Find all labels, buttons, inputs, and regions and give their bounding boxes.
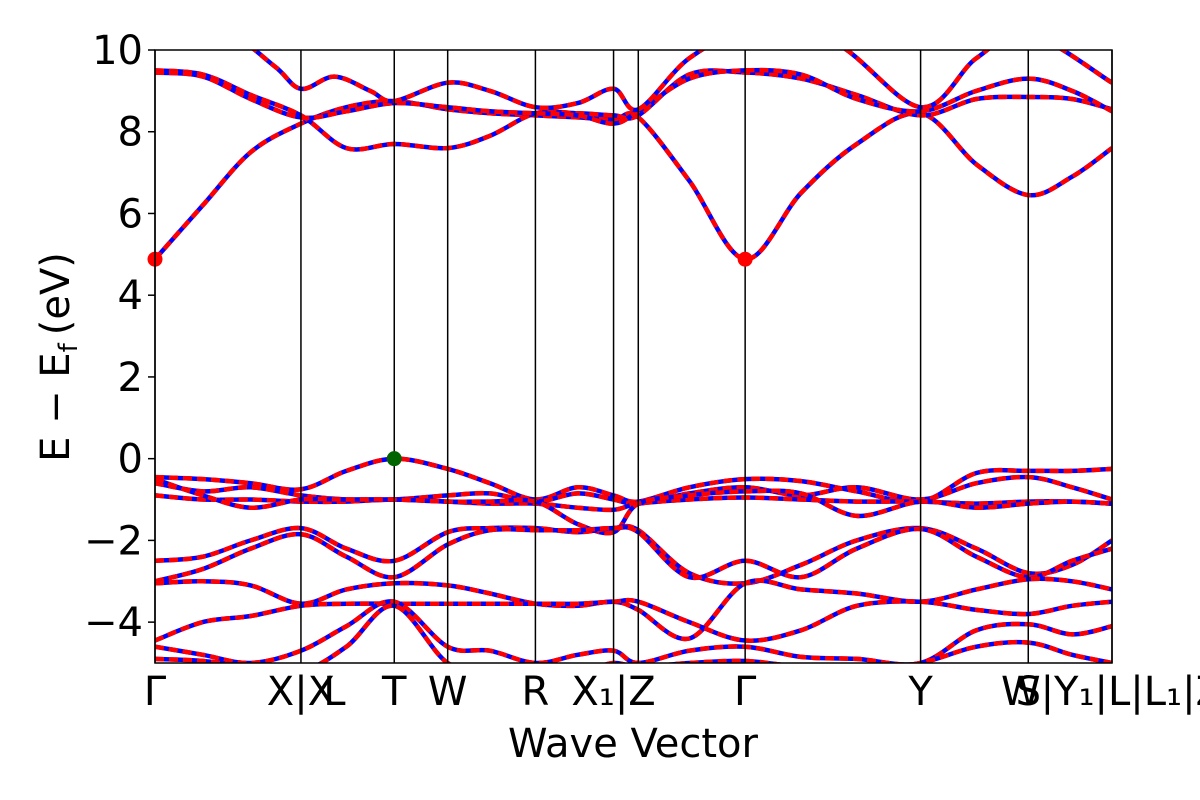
y-axis-label-sub: f [54, 342, 84, 352]
x-tick-label-4: W [428, 669, 468, 715]
x-tick-label-1: X|X [267, 669, 335, 715]
vbm-marker-2 [386, 451, 402, 467]
band-line-9-spin-up [155, 525, 1112, 584]
x-tick-label-7: Γ [734, 669, 757, 715]
y-tick-label-2: 6 [118, 191, 143, 237]
x-tick-label-3: T [381, 669, 407, 715]
y-axis-label-unit: (eV) [33, 252, 79, 335]
x-tick-label-5: R [522, 669, 550, 715]
x-tick-label-6: X₁|Z [571, 669, 655, 715]
y-axis-label-main: E − E [33, 352, 79, 462]
y-tick-label-5: 0 [118, 437, 143, 483]
x-tick-label-9: S [1016, 669, 1041, 715]
x-tick-label-10: W|Y₁|L|L₁|Z [1001, 669, 1200, 715]
x-tick-label-0: Γ [144, 669, 167, 715]
y-tick-label-6: −2 [84, 518, 143, 564]
plot-frame [154, 49, 1113, 664]
band-line-4-spin-up [155, 456, 1112, 505]
cbm-marker-1 [737, 251, 753, 267]
plot-area-background [155, 50, 1112, 663]
y-tick-label-0: 10 [92, 28, 143, 74]
x-tick-label-2: L [323, 669, 346, 715]
band-line-3-spin-up [251, 50, 1112, 113]
y-axis-label: E − Ef (eV) [33, 252, 84, 462]
band-line-6-spin-up [155, 493, 1112, 513]
band-line-1-spin-up [155, 68, 1112, 152]
y-tick-label-1: 8 [118, 110, 143, 156]
x-axis-label: Wave Vector [508, 721, 759, 767]
y-axis-ticks: 10 8 6 4 2 0 −2 −4 [84, 28, 155, 646]
band-line-13-spin-up [155, 603, 1112, 663]
y-tick-label-3: 4 [118, 273, 143, 319]
y-tick-label-4: 2 [118, 355, 143, 401]
x-tick-label-8: Y [907, 669, 933, 715]
y-tick-label-7: −4 [84, 600, 143, 646]
